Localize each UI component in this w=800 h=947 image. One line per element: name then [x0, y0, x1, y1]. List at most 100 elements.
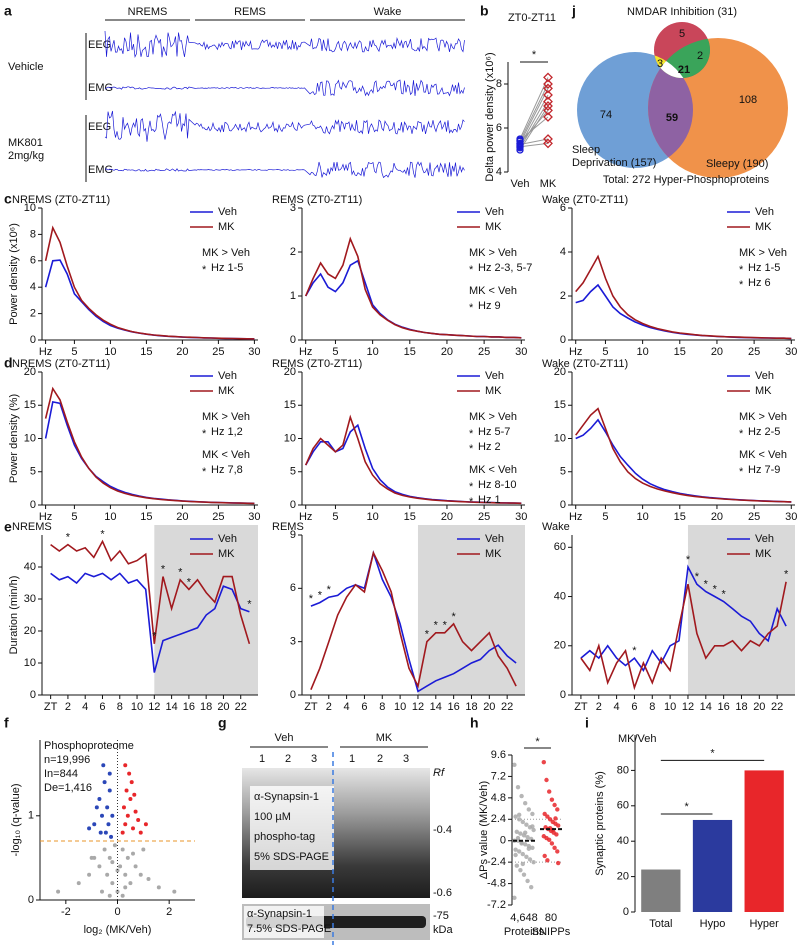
row-label: MK801 — [8, 137, 43, 149]
point — [525, 878, 530, 884]
y-tick-label: 0 — [290, 499, 296, 511]
x-tick-label: 25 — [478, 511, 490, 523]
point — [123, 763, 128, 768]
x-tick-label: 4 — [614, 701, 620, 713]
x-tick-label: 5 — [332, 511, 338, 523]
note: MK > Veh — [739, 411, 787, 423]
region-count: 74 — [600, 109, 612, 121]
pair-line — [519, 88, 549, 144]
x-tick-label: 4 — [82, 701, 88, 713]
x-tick-label: 10 — [636, 511, 648, 523]
x-tick-label: 10 — [366, 511, 378, 523]
legend-label: MK — [218, 221, 235, 233]
lane-label: 1 — [349, 753, 355, 765]
note-marker: * — [739, 279, 744, 291]
line-series — [580, 581, 787, 691]
note: Hz 1-5 — [211, 262, 243, 274]
line-series — [575, 254, 792, 340]
x-tick-label: 8 — [649, 701, 655, 713]
point — [129, 780, 134, 785]
note-marker: * — [469, 443, 474, 455]
point — [531, 859, 536, 865]
point — [515, 784, 521, 790]
point — [146, 876, 151, 881]
point — [524, 822, 529, 827]
marker-label: -0.4 — [433, 824, 452, 836]
x-tick-label: Hz — [299, 346, 312, 358]
point — [553, 816, 558, 821]
point — [109, 834, 114, 839]
legend-label: MK — [755, 548, 772, 560]
point — [514, 863, 519, 868]
y-tick-label: 1 — [28, 810, 34, 822]
y-axis-label: -log₁₀ (q-value) — [10, 783, 22, 856]
point — [105, 805, 110, 810]
x-tick-label: 22 — [501, 701, 513, 713]
y-tick-label: 8 — [30, 228, 36, 240]
y-tick-label: 10 — [24, 202, 36, 214]
legend-label: Veh — [755, 533, 774, 545]
point — [518, 867, 523, 873]
significance-star: * — [532, 49, 537, 61]
pair-line — [519, 116, 549, 141]
y-tick-label: 10 — [24, 657, 36, 669]
line-series — [50, 539, 251, 645]
y-tick-label: 3 — [290, 636, 296, 648]
point — [517, 849, 522, 854]
y-tick-label: 0 — [560, 334, 566, 346]
point — [556, 860, 561, 866]
chart-title: REMS (ZT0-ZT11) — [272, 358, 362, 370]
note: MK > Veh — [202, 411, 250, 423]
x-tick-label: Hz — [299, 511, 312, 523]
column-label: Wake — [374, 6, 402, 18]
x-tick-label: Hz — [39, 346, 52, 358]
point — [115, 889, 120, 894]
note-marker: * — [202, 466, 207, 478]
y-axis-label: Synaptic proteins (%) — [594, 771, 606, 876]
x-tick-label: MK — [540, 178, 557, 190]
y-tick-label: 8 — [496, 78, 502, 90]
x-tick-label: 30 — [248, 346, 260, 358]
point — [523, 830, 528, 835]
point — [514, 829, 519, 834]
point — [100, 813, 104, 818]
venn-caption: Total: 272 Hyper-Phosphoproteins — [603, 174, 770, 186]
note: Hz 8-10 — [478, 479, 517, 491]
significance-star: * — [443, 620, 448, 632]
point — [543, 138, 553, 149]
x-tick-label: ZT — [574, 701, 588, 713]
point — [138, 872, 143, 877]
y-tick-label: 5 — [560, 466, 566, 478]
significance-star: * — [686, 554, 691, 566]
chart-title: MK/Veh — [618, 733, 657, 745]
line-series — [44, 386, 255, 505]
y-tick-label: 5 — [30, 466, 36, 478]
point — [97, 796, 102, 801]
x-tick-label: 30 — [515, 511, 527, 523]
x-tick-label: 10 — [636, 346, 648, 358]
legend-label: Veh — [755, 206, 774, 218]
point — [555, 849, 560, 854]
y-tick-label: -2.4 — [487, 856, 506, 868]
x-tick-label: Veh — [511, 178, 530, 190]
significance-star: * — [327, 584, 332, 596]
legend-label: Veh — [485, 533, 504, 545]
x-tick-label: 2 — [166, 906, 172, 918]
x-tick-label: 20 — [711, 346, 723, 358]
region-count: 2 — [697, 50, 703, 62]
x-tick-label: 18 — [735, 701, 747, 713]
point — [512, 762, 517, 768]
y-tick-label: 20 — [554, 366, 566, 378]
blot-label: 7.5% SDS-PAGE — [247, 923, 331, 935]
x-tick-label: 2 — [65, 701, 71, 713]
x-tick-label: 10 — [394, 701, 406, 713]
x-tick-label: 15 — [404, 346, 416, 358]
point — [517, 817, 522, 822]
significance-star: * — [710, 747, 715, 759]
panel-letter: e — [4, 519, 12, 535]
x-tick-label: 25 — [212, 511, 224, 523]
x-tick-label: ZT — [44, 701, 58, 713]
significance-star: * — [713, 583, 718, 595]
point — [517, 812, 522, 818]
x-tick-label: 10 — [366, 346, 378, 358]
